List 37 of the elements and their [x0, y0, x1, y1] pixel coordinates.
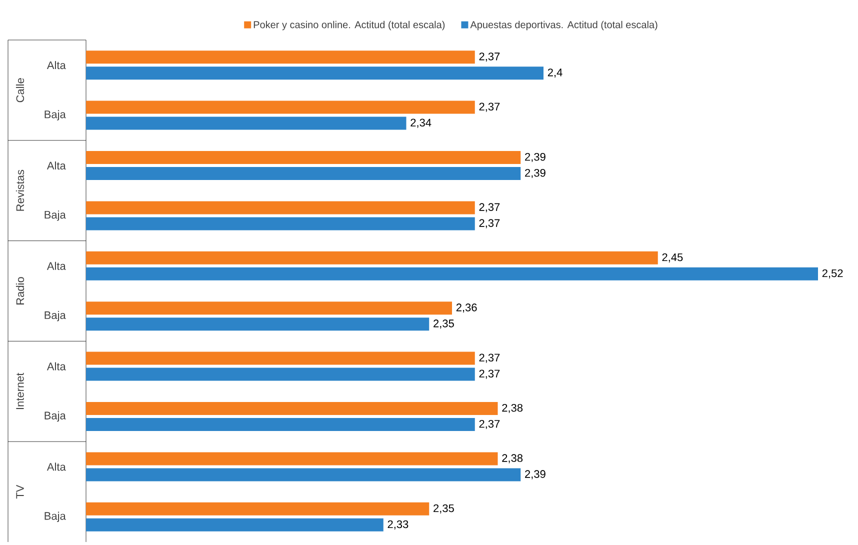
- text: Radio: [16, 277, 24, 304]
- data-label: 2,37: [479, 354, 500, 363]
- y-tick-label: Baja: [44, 411, 66, 422]
- text: Internet: [16, 372, 24, 410]
- y-tick-label: Baja: [44, 512, 66, 522]
- data-label: 2,45: [662, 253, 683, 262]
- data-label: 2,52: [822, 269, 843, 278]
- data-label: 2,35: [434, 504, 454, 514]
- y-tick-label: Baja: [44, 210, 66, 221]
- text: Revistas: [16, 170, 24, 211]
- data-label: 2,36: [456, 304, 477, 313]
- data-label: 2,4: [548, 68, 562, 78]
- data-label: 2,33: [388, 520, 408, 530]
- data-label: 2,37: [479, 102, 500, 112]
- text: Calle: [16, 78, 24, 102]
- data-label: 2,37: [479, 52, 500, 62]
- y-tick-label: Alta: [46, 262, 66, 270]
- data-label: 2,39: [525, 152, 546, 162]
- data-label: 2,34: [410, 118, 432, 128]
- data-label: 2,37: [479, 420, 500, 430]
- y-tick-label: Baja: [44, 110, 66, 120]
- data-label: 2,37: [479, 370, 500, 379]
- legend-label: Poker y casino online. Actitud (total escala): [254, 20, 445, 30]
- data-label: 2,38: [502, 454, 523, 464]
- data-label: 2,37: [479, 203, 500, 212]
- legend-label: Apuestas deportivas. Actitud (total escala): [470, 20, 658, 30]
- data-label: 2,38: [502, 404, 523, 414]
- data-label: 2,39: [525, 470, 546, 480]
- data-label: 2,39: [525, 168, 546, 178]
- y-tick-label: Alta: [46, 462, 66, 471]
- data-label: 2,35: [434, 320, 454, 329]
- y-tick-label: Alta: [46, 362, 66, 370]
- y-tick-label: Alta: [46, 61, 66, 70]
- y-tick-label: Baja: [44, 310, 66, 322]
- text: TV: [16, 484, 24, 499]
- y-tick-label: Alta: [46, 161, 66, 170]
- data-label: 2,37: [479, 219, 500, 228]
